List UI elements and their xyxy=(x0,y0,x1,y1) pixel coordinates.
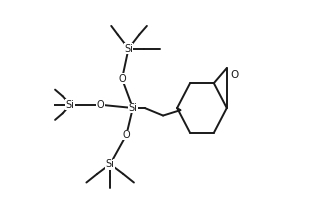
Text: O: O xyxy=(122,130,130,140)
Text: O: O xyxy=(230,70,238,79)
Text: Si: Si xyxy=(66,100,75,110)
Text: O: O xyxy=(118,74,126,84)
Text: Si: Si xyxy=(124,44,133,54)
Text: O: O xyxy=(97,100,104,110)
Text: Si: Si xyxy=(106,159,115,169)
Text: Si: Si xyxy=(128,103,137,113)
